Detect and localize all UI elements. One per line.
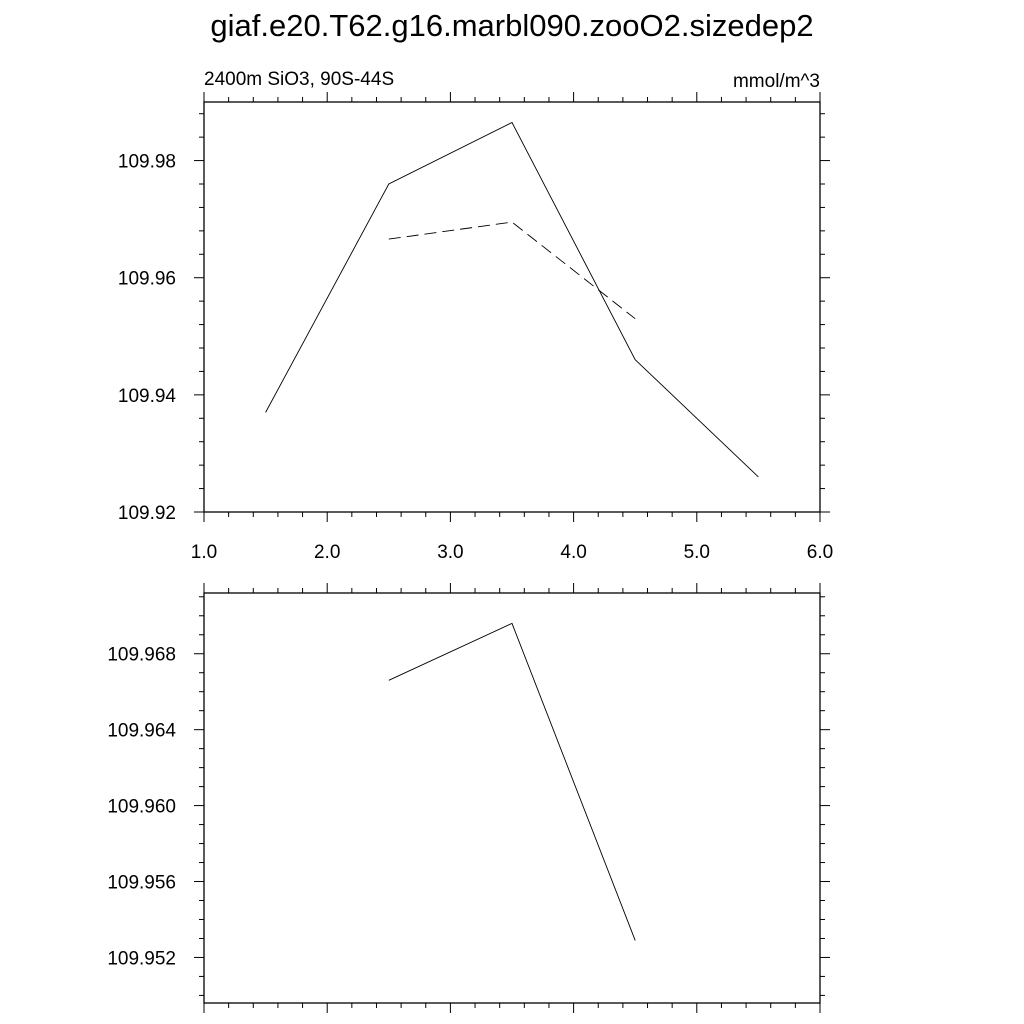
y-tick-label: 109.960 bbox=[107, 797, 176, 818]
subtitle-left: 2400m SiO3, 90S-44S bbox=[204, 69, 394, 90]
top-panel: 2400m SiO3, 90S-44S mmol/m^3 1.0 2.0 3.0 4.… bbox=[118, 69, 833, 563]
x-tick-label: 1.0 bbox=[191, 542, 217, 563]
y-tick-label: 109.952 bbox=[107, 948, 176, 969]
y-tick-label: 109.956 bbox=[107, 873, 176, 894]
y-tick-label: 109.964 bbox=[107, 721, 176, 742]
y-tick-label: 109.94 bbox=[118, 386, 177, 407]
chart-title: giaf.e20.T62.g16.marbl090.zooO2.sizedep2 bbox=[210, 8, 814, 43]
y-tick-label: 109.92 bbox=[118, 503, 176, 524]
y-tick-label: 109.98 bbox=[118, 152, 176, 173]
series-solid-line bbox=[388, 622, 636, 941]
plot-frame bbox=[203, 592, 821, 1004]
series-solid-line bbox=[265, 121, 759, 478]
x-tick-label: 4.0 bbox=[560, 542, 586, 563]
y-tick-label: 109.968 bbox=[107, 645, 176, 666]
y-tick-label: 109.96 bbox=[118, 269, 176, 290]
units-label: mmol/m^3 bbox=[733, 71, 820, 92]
x-tick-label: 3.0 bbox=[437, 542, 463, 563]
x-tick-label: 5.0 bbox=[684, 542, 710, 563]
x-tick-label: 6.0 bbox=[807, 542, 833, 563]
plot-frame bbox=[203, 101, 821, 513]
series-dashed-line bbox=[388, 221, 636, 320]
bottom-panel: 109.952 109.956 109.960 109.964 109.968 bbox=[107, 583, 830, 1013]
x-tick-label: 2.0 bbox=[314, 542, 340, 563]
